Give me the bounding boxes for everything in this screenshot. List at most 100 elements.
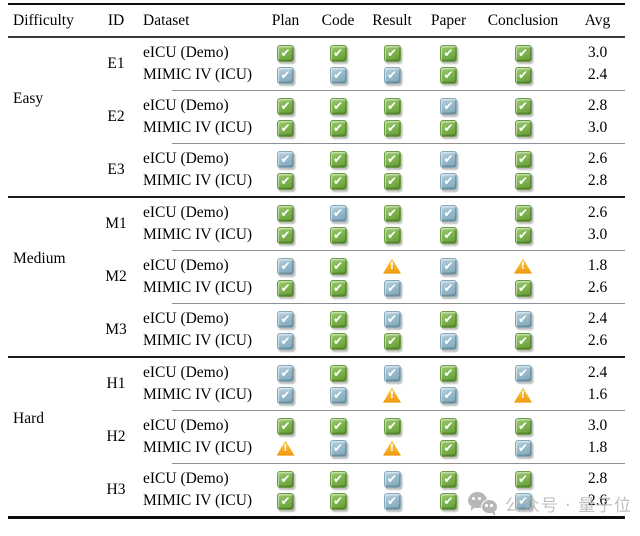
mark-cell: ✔ [421,386,476,404]
table-row: eICU (Demo) ✔ ✔ ✔ ✔ ✔ 2.8 [142,95,625,117]
check-icon-green: ✔ [514,66,532,84]
mark-cell: ! [258,440,313,456]
group-id: E2 [107,108,125,125]
mark-cell: ✔ [258,492,313,510]
wechat-bubble-small [480,499,498,516]
mark-cell: ✔ [421,417,476,435]
column-header-result: Result [372,11,412,29]
dataset-name: eICU (Demo) [143,204,229,221]
avg-value: 2.4 [587,66,608,83]
mark-cell: ✔ [476,470,570,488]
check-icon-green: ✔ [440,470,457,488]
mark-cell: ✔ [363,150,421,168]
mark-cell: ✔ [258,470,313,488]
mark-cell: ✔ [476,310,570,328]
dataset-name: eICU (Demo) [143,257,229,274]
mark-cell: ✔ [421,279,476,297]
avg-value: 2.8 [587,172,608,189]
column-header-difficulty: Difficulty [13,11,74,29]
check-icon-green: ✔ [277,119,294,137]
check-icon-blue: ✔ [329,439,347,457]
avg-value: 2.8 [587,97,608,114]
mark-cell: ✔ [476,364,570,382]
avg-value: 2.6 [587,150,608,167]
check-icon-green: ✔ [514,279,532,297]
mark-cell: ✔ [313,470,363,488]
mark-cell: ✔ [421,66,476,84]
avg-value: 1.6 [587,386,608,403]
mark-cell: ✔ [258,257,313,275]
table-row: MIMIC IV (ICU) ✔ ✔ ✔ ✔ ✔ 2.6 [142,277,625,299]
mark-cell: ✔ [258,172,313,190]
avg-value: 3.0 [587,226,608,243]
group-id: M2 [105,268,127,285]
mark-cell: ✔ [476,172,570,190]
dataset-name: MIMIC IV (ICU) [143,279,253,296]
id-group: H3 eICU (Demo) ✔ ✔ ✔ ✔ ✔ 2.8 MIMIC IV (ICU) ✔ ✔ ✔ ✔ ✔… [90,464,625,516]
dataset-name: MIMIC IV (ICU) [143,439,253,456]
group-id: H3 [106,481,126,498]
difficulty-label: Easy [13,90,44,107]
table-row: MIMIC IV (ICU) ✔ ✔ ✔ ✔ ✔ 2.6 [142,330,625,352]
section-groups: H1 eICU (Demo) ✔ ✔ ✔ ✔ ✔ 2.4 MIMIC IV (ICU) ✔ ✔! ✔!… [90,358,625,516]
table-row: eICU (Demo) ✔ ✔! ✔! 1.8 [142,255,625,277]
dataset-name: eICU (Demo) [143,364,229,381]
avg-value: 2.8 [587,470,608,487]
mark-cell: ✔ [313,439,363,457]
group-rows: eICU (Demo) ✔ ✔ ✔ ✔ ✔ 2.6 MIMIC IV (ICU) ✔ ✔ ✔ ✔ ✔ 3.… [142,202,625,246]
check-icon-green: ✔ [440,310,457,328]
mark-cell: ✔ [313,332,363,350]
id-group: H2 eICU (Demo) ✔ ✔ ✔ ✔ ✔ 3.0 MIMIC IV (ICU)! ✔! ✔ ✔… [90,411,625,463]
check-icon-green: ✔ [514,417,532,435]
mark-cell: ✔ [363,279,421,297]
check-icon-blue: ✔ [383,310,401,328]
check-icon-blue: ✔ [329,66,347,84]
table-row: eICU (Demo) ✔ ✔ ✔ ✔ ✔ 2.8 [142,468,625,490]
mark-cell: ✔ [258,386,313,404]
check-icon-blue: ✔ [277,257,294,275]
mark-cell: ✔ [421,439,476,457]
mark-cell: ✔ [258,332,313,350]
mark-cell: ✔ [363,364,421,382]
check-icon-green: ✔ [277,470,294,488]
table-row: eICU (Demo) ✔ ✔ ✔ ✔ ✔ 2.6 [142,202,625,224]
mark-cell: ! [476,387,570,403]
dataset-name: MIMIC IV (ICU) [143,172,253,189]
warning-icon: ! [383,387,401,403]
section-groups: E1 eICU (Demo) ✔ ✔ ✔ ✔ ✔ 3.0 MIMIC IV (ICU) ✔ ✔ ✔ ✔ ✔… [90,38,625,196]
check-icon-green: ✔ [383,332,401,350]
check-icon-green: ✔ [514,97,532,115]
warning-icon: ! [514,258,532,274]
check-icon-blue: ✔ [514,364,532,382]
check-icon-blue: ✔ [514,492,532,510]
check-icon-blue: ✔ [277,310,294,328]
difficulty-cell: Medium [8,198,90,356]
mark-cell: ✔ [258,226,313,244]
mark-cell: ✔ [476,279,570,297]
check-icon-blue: ✔ [514,310,532,328]
mark-cell: ✔ [313,119,363,137]
check-icon-green: ✔ [514,150,532,168]
id-group: M3 eICU (Demo) ✔ ✔ ✔ ✔ ✔ 2.4 MIMIC IV (ICU) ✔ ✔ ✔ ✔ ✔… [90,304,625,356]
column-header-plan: Plan [271,11,300,29]
check-icon-green: ✔ [440,66,457,84]
group-rows: eICU (Demo) ✔ ✔ ✔ ✔ ✔ 2.4 MIMIC IV (ICU) ✔ ✔! ✔! 1.… [142,362,625,406]
check-icon-green: ✔ [329,44,347,62]
check-icon-green: ✔ [440,439,457,457]
results-table: Difficulty ID Dataset Plan Code Result P… [8,3,625,519]
table-row: MIMIC IV (ICU)! ✔! ✔ ✔ 1.8 [142,437,625,459]
mark-cell: ! [363,258,421,274]
difficulty-cell: Easy [8,38,90,196]
check-icon-green: ✔ [329,172,347,190]
group-rows: eICU (Demo) ✔ ✔! ✔! 1.8 MIMIC IV (ICU) ✔ ✔ ✔ ✔ ✔ 2.… [142,255,625,299]
mark-cell: ✔ [421,150,476,168]
id-group: E1 eICU (Demo) ✔ ✔ ✔ ✔ ✔ 3.0 MIMIC IV (ICU) ✔ ✔ ✔ ✔ ✔… [90,38,625,90]
check-icon-green: ✔ [329,97,347,115]
mark-cell: ✔ [421,204,476,222]
group-rows: eICU (Demo) ✔ ✔ ✔ ✔ ✔ 3.0 MIMIC IV (ICU)! ✔! ✔ ✔ 1.… [142,415,625,459]
section-divider [8,196,625,198]
dataset-name: MIMIC IV (ICU) [143,66,253,83]
check-icon-blue: ✔ [440,386,457,404]
check-icon-blue: ✔ [440,150,457,168]
mark-cell: ✔ [421,257,476,275]
